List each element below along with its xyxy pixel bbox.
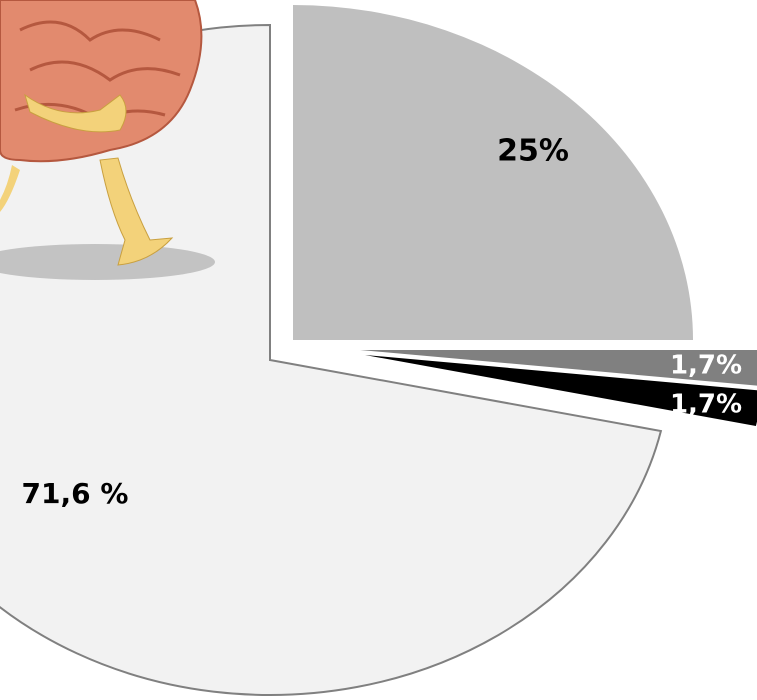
pie-slice bbox=[360, 350, 757, 386]
slice-label: 1,7% bbox=[670, 351, 742, 381]
pie-slice bbox=[293, 5, 693, 340]
slice-label: 1,7% bbox=[670, 390, 742, 420]
slice-label: 25% bbox=[497, 134, 569, 169]
slice-label: 71,6 % bbox=[22, 477, 129, 510]
brain-illustration bbox=[0, 0, 215, 280]
pie-slice bbox=[365, 355, 757, 427]
